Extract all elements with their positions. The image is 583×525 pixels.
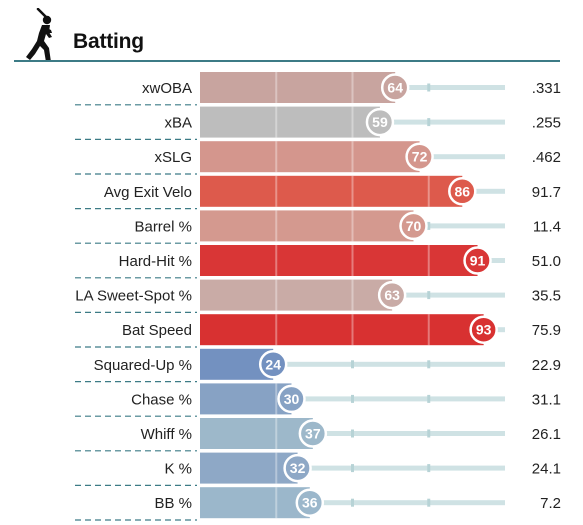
track-tick <box>427 498 431 507</box>
track-tick <box>427 83 431 92</box>
percentile-bar <box>200 141 420 173</box>
metric-label: Barrel % <box>134 218 192 235</box>
track-tick <box>351 429 354 438</box>
percentile-value: 59 <box>372 114 388 130</box>
section-header: Batting <box>0 0 583 64</box>
percentile-value: 36 <box>302 495 318 511</box>
percentile-bar <box>200 245 478 276</box>
percentile-value: 30 <box>284 391 300 407</box>
stat-value: .462 <box>532 149 561 166</box>
percentile-value: 70 <box>406 218 422 234</box>
track-tick <box>427 429 431 438</box>
stat-value: 35.5 <box>532 288 561 305</box>
percentile-badge <box>365 107 395 137</box>
stat-value: 24.1 <box>532 461 561 478</box>
stat-value: 31.1 <box>532 391 561 408</box>
stat-value: 22.9 <box>532 357 561 374</box>
metric-label: Hard-Hit % <box>119 253 192 270</box>
baseball-batter-icon <box>26 8 52 62</box>
metric-label: Bat Speed <box>122 322 192 339</box>
percentile-value: 24 <box>265 356 281 372</box>
percentile-value: 64 <box>387 80 403 96</box>
stat-value: .255 <box>532 115 561 132</box>
stat-value: 7.2 <box>540 495 561 512</box>
metric-label: Avg Exit Velo <box>104 184 192 201</box>
percentile-bar <box>200 487 310 519</box>
metric-label: Squared-Up % <box>94 357 192 374</box>
section-title: Batting <box>73 30 144 53</box>
stat-value: .331 <box>532 80 561 97</box>
track-tick <box>351 498 354 507</box>
stat-value: 75.9 <box>532 322 561 339</box>
track-tick <box>427 464 431 473</box>
metric-label: BB % <box>154 495 192 512</box>
track-tick <box>427 394 431 403</box>
percentile-value: 63 <box>384 287 400 303</box>
metric-label: K % <box>164 461 192 478</box>
stat-value: 11.4 <box>533 218 561 235</box>
percentile-bar <box>200 418 313 449</box>
percentile-badge <box>399 211 428 241</box>
percentile-bar <box>200 452 298 484</box>
metric-label: Whiff % <box>141 426 192 443</box>
percentile-bar <box>200 106 380 138</box>
track-tick <box>351 464 354 473</box>
stat-value: 26.1 <box>532 426 561 443</box>
percentile-badge <box>448 177 477 206</box>
percentile-badge <box>469 315 498 344</box>
percentile-badge <box>295 488 325 517</box>
header-divider <box>14 60 560 62</box>
percentile-value: 86 <box>455 183 471 199</box>
percentile-bar <box>200 314 484 346</box>
track-tick <box>427 221 431 230</box>
percentile-badge <box>298 419 328 448</box>
percentile-value: 91 <box>470 253 486 269</box>
metric-label: Chase % <box>131 391 192 408</box>
percentile-value: 72 <box>412 149 428 165</box>
percentile-badge <box>380 73 410 102</box>
stat-value: 91.7 <box>532 184 561 201</box>
metric-label: xBA <box>164 115 192 132</box>
percentile-badge <box>277 384 306 414</box>
percentile-badge <box>463 246 492 275</box>
metric-label: xSLG <box>154 149 192 166</box>
percentile-badge <box>377 280 407 310</box>
percentile-bar <box>200 279 393 311</box>
track-tick <box>351 394 354 403</box>
metric-label: xwOBA <box>142 80 192 97</box>
percentile-value: 93 <box>476 322 492 338</box>
stat-value: 51.0 <box>532 253 561 270</box>
track-tick <box>351 360 354 369</box>
percentile-bar <box>200 72 396 103</box>
percentile-badge <box>283 453 312 483</box>
track-tick <box>427 291 431 300</box>
percentile-value: 37 <box>305 426 321 442</box>
percentile-bar <box>200 175 463 207</box>
percentile-bar <box>200 383 292 415</box>
track-tick <box>427 118 431 127</box>
percentile-badge <box>258 350 288 379</box>
percentile-value: 32 <box>290 460 306 476</box>
track-tick <box>427 360 431 369</box>
percentile-badge <box>405 142 434 171</box>
metric-label: LA Sweet-Spot % <box>75 288 192 305</box>
percentile-bar <box>200 210 414 242</box>
